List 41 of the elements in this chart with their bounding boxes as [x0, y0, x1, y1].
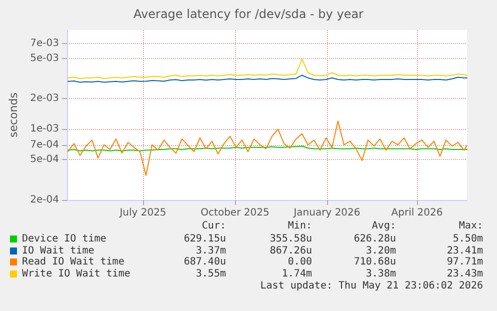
line-series: [68, 120, 468, 176]
legend-label: Write IO Wait time: [22, 268, 130, 280]
text: 355.58u: [270, 234, 312, 244]
text: Min:: [288, 220, 312, 232]
x-tick-label: January 2026: [292, 208, 360, 218]
y-tick-label: 7e-03: [30, 38, 59, 49]
text: 0.00: [288, 256, 312, 268]
x-tick-label: October 2025: [200, 208, 270, 218]
legend-label: Read IO Wait time: [22, 256, 124, 268]
legend-label: IO Wait time: [22, 246, 94, 256]
text: 687.40u: [184, 256, 226, 268]
x-tick-label: July 2025: [118, 208, 166, 218]
line-series: [68, 74, 468, 83]
line-series: [68, 58, 468, 80]
text: 629.15u: [184, 234, 226, 244]
y-tick-label: 5e-04: [30, 154, 59, 166]
text: Last update: Thu May 21 23:06:02 2026: [260, 280, 483, 292]
chart-title: Average latency for /dev/sda - by year: [134, 7, 364, 21]
text: 5.50m: [452, 234, 483, 244]
y-tick-label: 2e-04: [30, 194, 59, 206]
text: 867.26u: [270, 246, 312, 256]
text: 3.20m: [366, 246, 396, 256]
text: Max:: [458, 220, 483, 232]
x-tick-label: April 2026: [391, 208, 443, 218]
text: 23.41m: [446, 246, 483, 256]
legend-label: Device IO time: [22, 234, 106, 244]
text: Cur:: [202, 220, 226, 232]
text: 3.37m: [196, 246, 226, 256]
text: 23.43m: [446, 268, 483, 280]
text: 3.38m: [366, 268, 396, 280]
y-tick-label: 7e-04: [30, 139, 59, 150]
text: 626.28u: [354, 234, 396, 244]
text: 710.68u: [354, 256, 396, 268]
text: 1.74m: [282, 268, 312, 280]
y-tick-label: 5e-03: [30, 52, 59, 64]
text: Avg:: [372, 220, 396, 232]
text: 3.55m: [196, 268, 226, 280]
y-tick-label: 2e-03: [30, 93, 59, 104]
text: 97.71m: [446, 256, 483, 268]
y-tick-label: 1e-03: [30, 124, 59, 135]
y-axis-title: seconds: [7, 92, 20, 138]
